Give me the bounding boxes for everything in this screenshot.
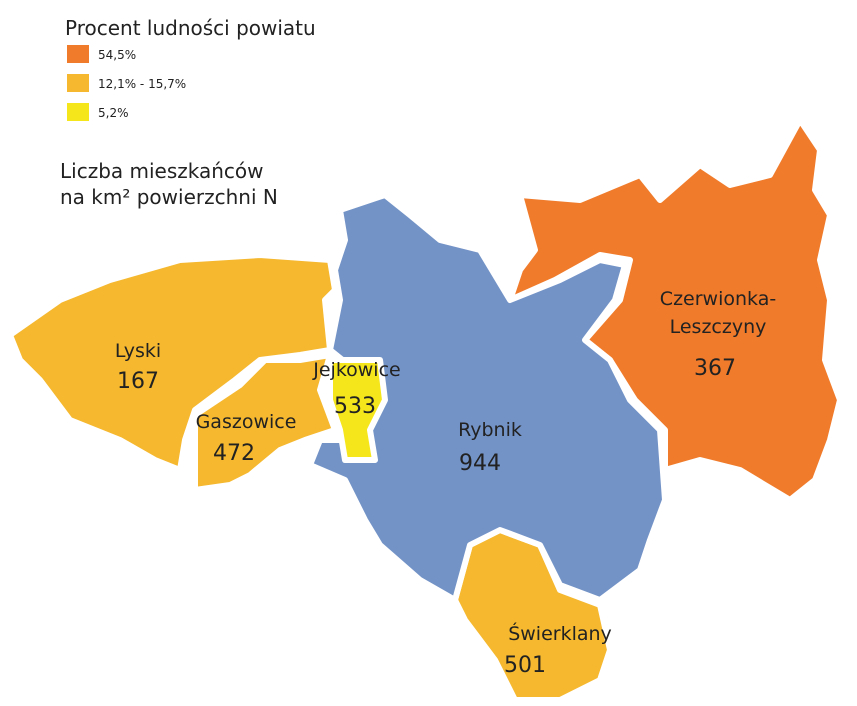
region-value: 533 bbox=[334, 394, 376, 419]
region bbox=[327, 357, 388, 463]
legend-swatch bbox=[67, 45, 89, 63]
subtitle: na km² powierzchni N bbox=[60, 185, 278, 209]
subtitle: Liczba mieszkańców bbox=[60, 159, 264, 183]
region-name: Leszczyny bbox=[670, 316, 767, 338]
region-value: 472 bbox=[213, 441, 255, 466]
legend-swatch bbox=[67, 74, 89, 92]
region-name: Lyski bbox=[115, 340, 161, 362]
region-value: 501 bbox=[504, 653, 546, 678]
region-value: 167 bbox=[117, 369, 159, 394]
legend-swatch bbox=[67, 103, 89, 121]
legend-label: 12,1% - 15,7% bbox=[98, 77, 186, 91]
region-name: Jejkowice bbox=[312, 359, 400, 381]
legend-label: 54,5% bbox=[98, 48, 136, 62]
region bbox=[192, 352, 338, 493]
legend-title: Procent ludności powiatu bbox=[65, 16, 316, 40]
legend-label: 5,2% bbox=[98, 106, 129, 120]
region bbox=[7, 252, 338, 473]
region-value: 367 bbox=[694, 356, 736, 381]
region bbox=[507, 117, 843, 503]
region-name: Rybnik bbox=[458, 419, 522, 441]
region-value: 944 bbox=[459, 451, 501, 476]
region-name: Gaszowice bbox=[196, 411, 297, 433]
region-name: Świerklany bbox=[508, 621, 612, 645]
region-name: Czerwionka- bbox=[660, 288, 776, 310]
